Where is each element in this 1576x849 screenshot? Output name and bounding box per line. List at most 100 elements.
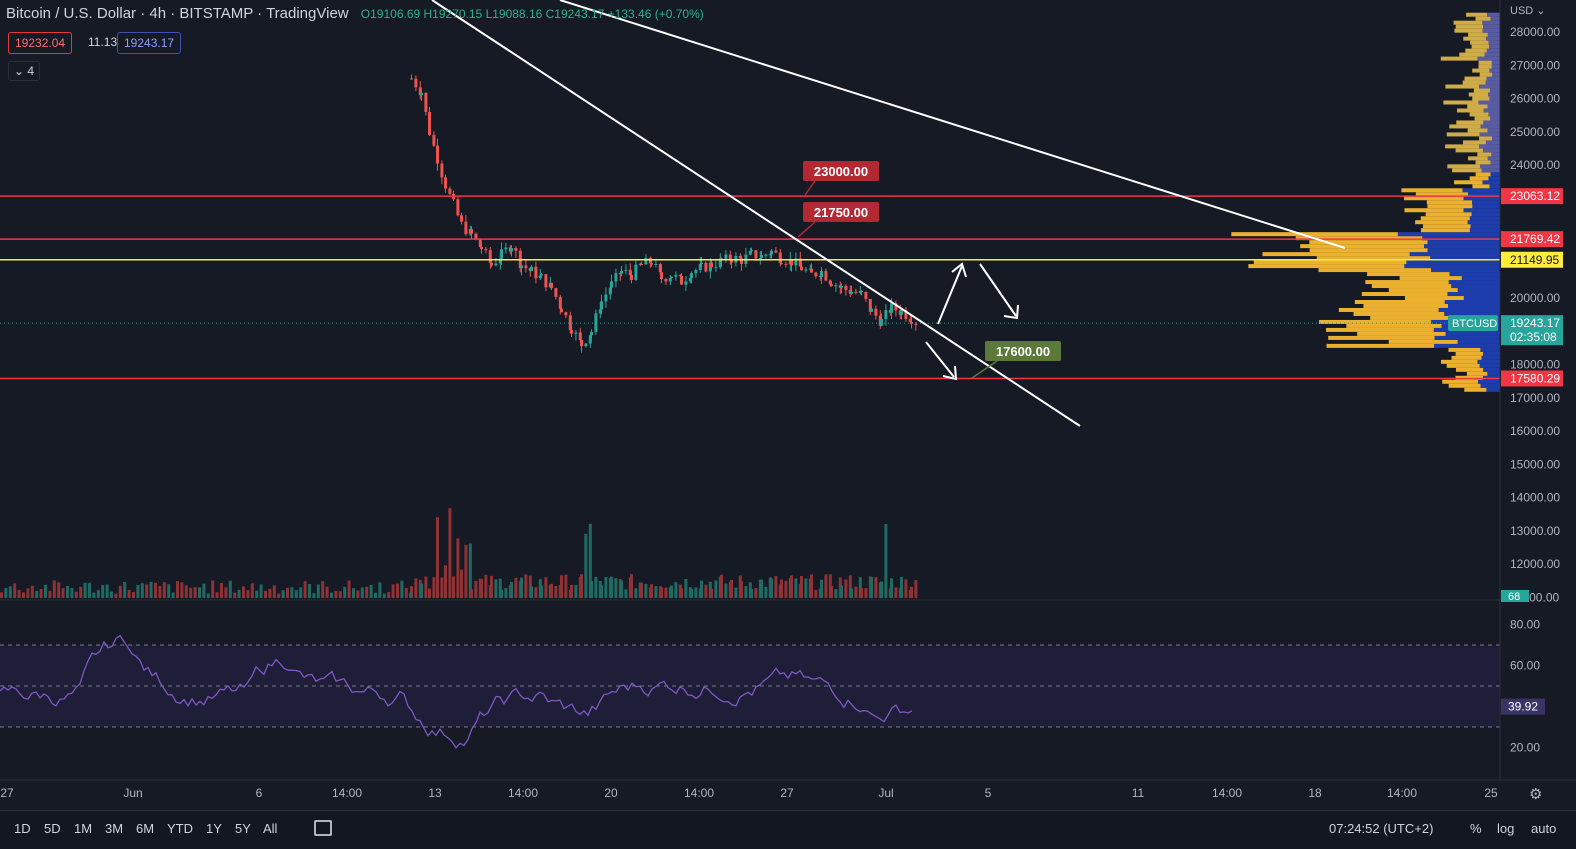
auto-toggle[interactable]: auto xyxy=(1531,821,1557,836)
vp-bar xyxy=(1472,200,1500,205)
price-tick: 25000.00 xyxy=(1510,125,1560,139)
candle xyxy=(894,303,898,311)
volume-bar xyxy=(277,593,281,598)
annotation-label[interactable] xyxy=(803,161,879,181)
symbol-title[interactable]: Bitcoin / U.S. Dollar · 4h · BITSTAMP · … xyxy=(6,5,349,22)
percent-toggle[interactable]: % xyxy=(1470,821,1482,836)
trendline-upper[interactable] xyxy=(559,0,1346,249)
candle xyxy=(824,271,828,281)
volume-value: 68 xyxy=(1508,591,1520,603)
last-symbol: BTCUSD xyxy=(1452,318,1497,330)
vp-bar xyxy=(1454,28,1483,33)
range-5y[interactable]: 5Y xyxy=(235,821,251,836)
time-tick: 14:00 xyxy=(332,786,362,800)
log-toggle[interactable]: log xyxy=(1497,821,1515,836)
range-ytd[interactable]: YTD xyxy=(167,821,193,836)
candle xyxy=(608,287,612,295)
last-price: 19243.17 xyxy=(1510,316,1560,330)
vp-bar xyxy=(1434,343,1500,348)
projection-arrows[interactable] xyxy=(925,262,1019,381)
candle xyxy=(570,330,573,334)
vp-bar xyxy=(1475,172,1491,177)
range-3m[interactable]: 3M xyxy=(105,821,124,836)
annotation-label[interactable] xyxy=(985,341,1061,361)
volume-bar xyxy=(820,579,823,598)
range-1y[interactable]: 1Y xyxy=(206,821,222,836)
vp-bar xyxy=(1445,144,1480,149)
candle xyxy=(498,258,502,264)
vp-bar xyxy=(1479,132,1500,137)
volume-bar xyxy=(382,593,386,598)
candle xyxy=(710,262,713,268)
volume-bar xyxy=(70,587,74,598)
candle xyxy=(828,280,832,285)
volume-bar xyxy=(444,565,447,598)
price-annotations[interactable]: 23000.00 21750.00 17600.00 xyxy=(797,161,1061,379)
vp-bar xyxy=(1490,16,1500,21)
annotation-label[interactable] xyxy=(803,202,879,222)
currency-label[interactable]: USD ⌄ xyxy=(1510,5,1546,17)
price-tick: 26000.00 xyxy=(1510,92,1560,106)
vp-bar xyxy=(1318,268,1432,273)
calendar-icon[interactable] xyxy=(314,820,332,836)
range-1m[interactable]: 1M xyxy=(74,821,93,836)
ask-price[interactable]: 19243.17 xyxy=(117,32,182,54)
chart-canvas[interactable]: 23000.00 21750.00 17600.00 28000.00 27000.0… xyxy=(0,0,1576,810)
vp-bar xyxy=(1472,204,1500,209)
clock[interactable]: 07:24:52 (UTC+2) xyxy=(1329,821,1434,836)
trendline-lower[interactable] xyxy=(431,0,1081,427)
range-all[interactable]: All xyxy=(263,821,278,836)
vp-bar xyxy=(1231,232,1398,237)
vp-bar xyxy=(1472,96,1490,101)
vp-bar xyxy=(1446,363,1480,368)
volume-bar xyxy=(654,585,658,598)
vp-bar xyxy=(1463,196,1500,201)
volume-bar xyxy=(409,592,413,598)
settings-gear-icon[interactable]: ⚙ xyxy=(1529,786,1543,803)
vp-bar xyxy=(1467,220,1500,225)
vp-bar xyxy=(1492,136,1500,141)
vp-bar xyxy=(1420,228,1470,233)
volume-bar xyxy=(202,583,206,598)
volume-bar xyxy=(714,580,718,598)
range-6m[interactable]: 6M xyxy=(136,821,155,836)
candle xyxy=(678,274,682,276)
range-5d[interactable]: 5D xyxy=(44,821,61,836)
candle xyxy=(598,309,602,314)
vp-bar xyxy=(1491,60,1500,65)
candle xyxy=(814,272,818,277)
volume-bar xyxy=(149,582,153,598)
candle xyxy=(868,298,872,312)
candle xyxy=(540,274,543,276)
candle xyxy=(774,250,778,253)
volume-bar xyxy=(784,580,788,598)
rsi-tick: 80.00 xyxy=(1510,618,1540,632)
volume-bar xyxy=(360,587,364,598)
vp-bar xyxy=(1357,331,1446,336)
price-axis[interactable]: 28000.00 27000.00 26000.00 25000.00 24000.00… xyxy=(1448,0,1576,780)
bid-price[interactable]: 19232.04 xyxy=(8,32,73,54)
range-1d[interactable]: 1D xyxy=(14,821,31,836)
vp-bar xyxy=(1326,343,1435,348)
horizontal-levels xyxy=(0,195,1500,380)
candle xyxy=(900,310,903,315)
time-tick: 18 xyxy=(1308,786,1322,800)
candle xyxy=(436,145,439,164)
vp-bar xyxy=(1489,68,1500,73)
vp-bar xyxy=(1488,112,1500,117)
volume-bar xyxy=(804,578,808,598)
candle xyxy=(424,92,428,112)
candle xyxy=(668,278,672,282)
vp-bar xyxy=(1479,144,1500,149)
volume-bar xyxy=(484,574,488,598)
indicators-collapse-button[interactable]: ⌄ 4 xyxy=(8,61,40,81)
volume-bar xyxy=(255,590,259,598)
vp-bar xyxy=(1445,331,1500,336)
candle xyxy=(432,134,436,146)
volume-bar xyxy=(436,517,439,598)
time-tick: 27 xyxy=(780,786,794,800)
vp-bar xyxy=(1444,299,1500,304)
candle xyxy=(890,303,893,313)
volume-bar xyxy=(588,523,592,598)
time-axis[interactable]: 27 Jun 6 14:00 13 14:00 20 14:00 27 Jul 5 11 14:00 18… xyxy=(0,779,1576,800)
